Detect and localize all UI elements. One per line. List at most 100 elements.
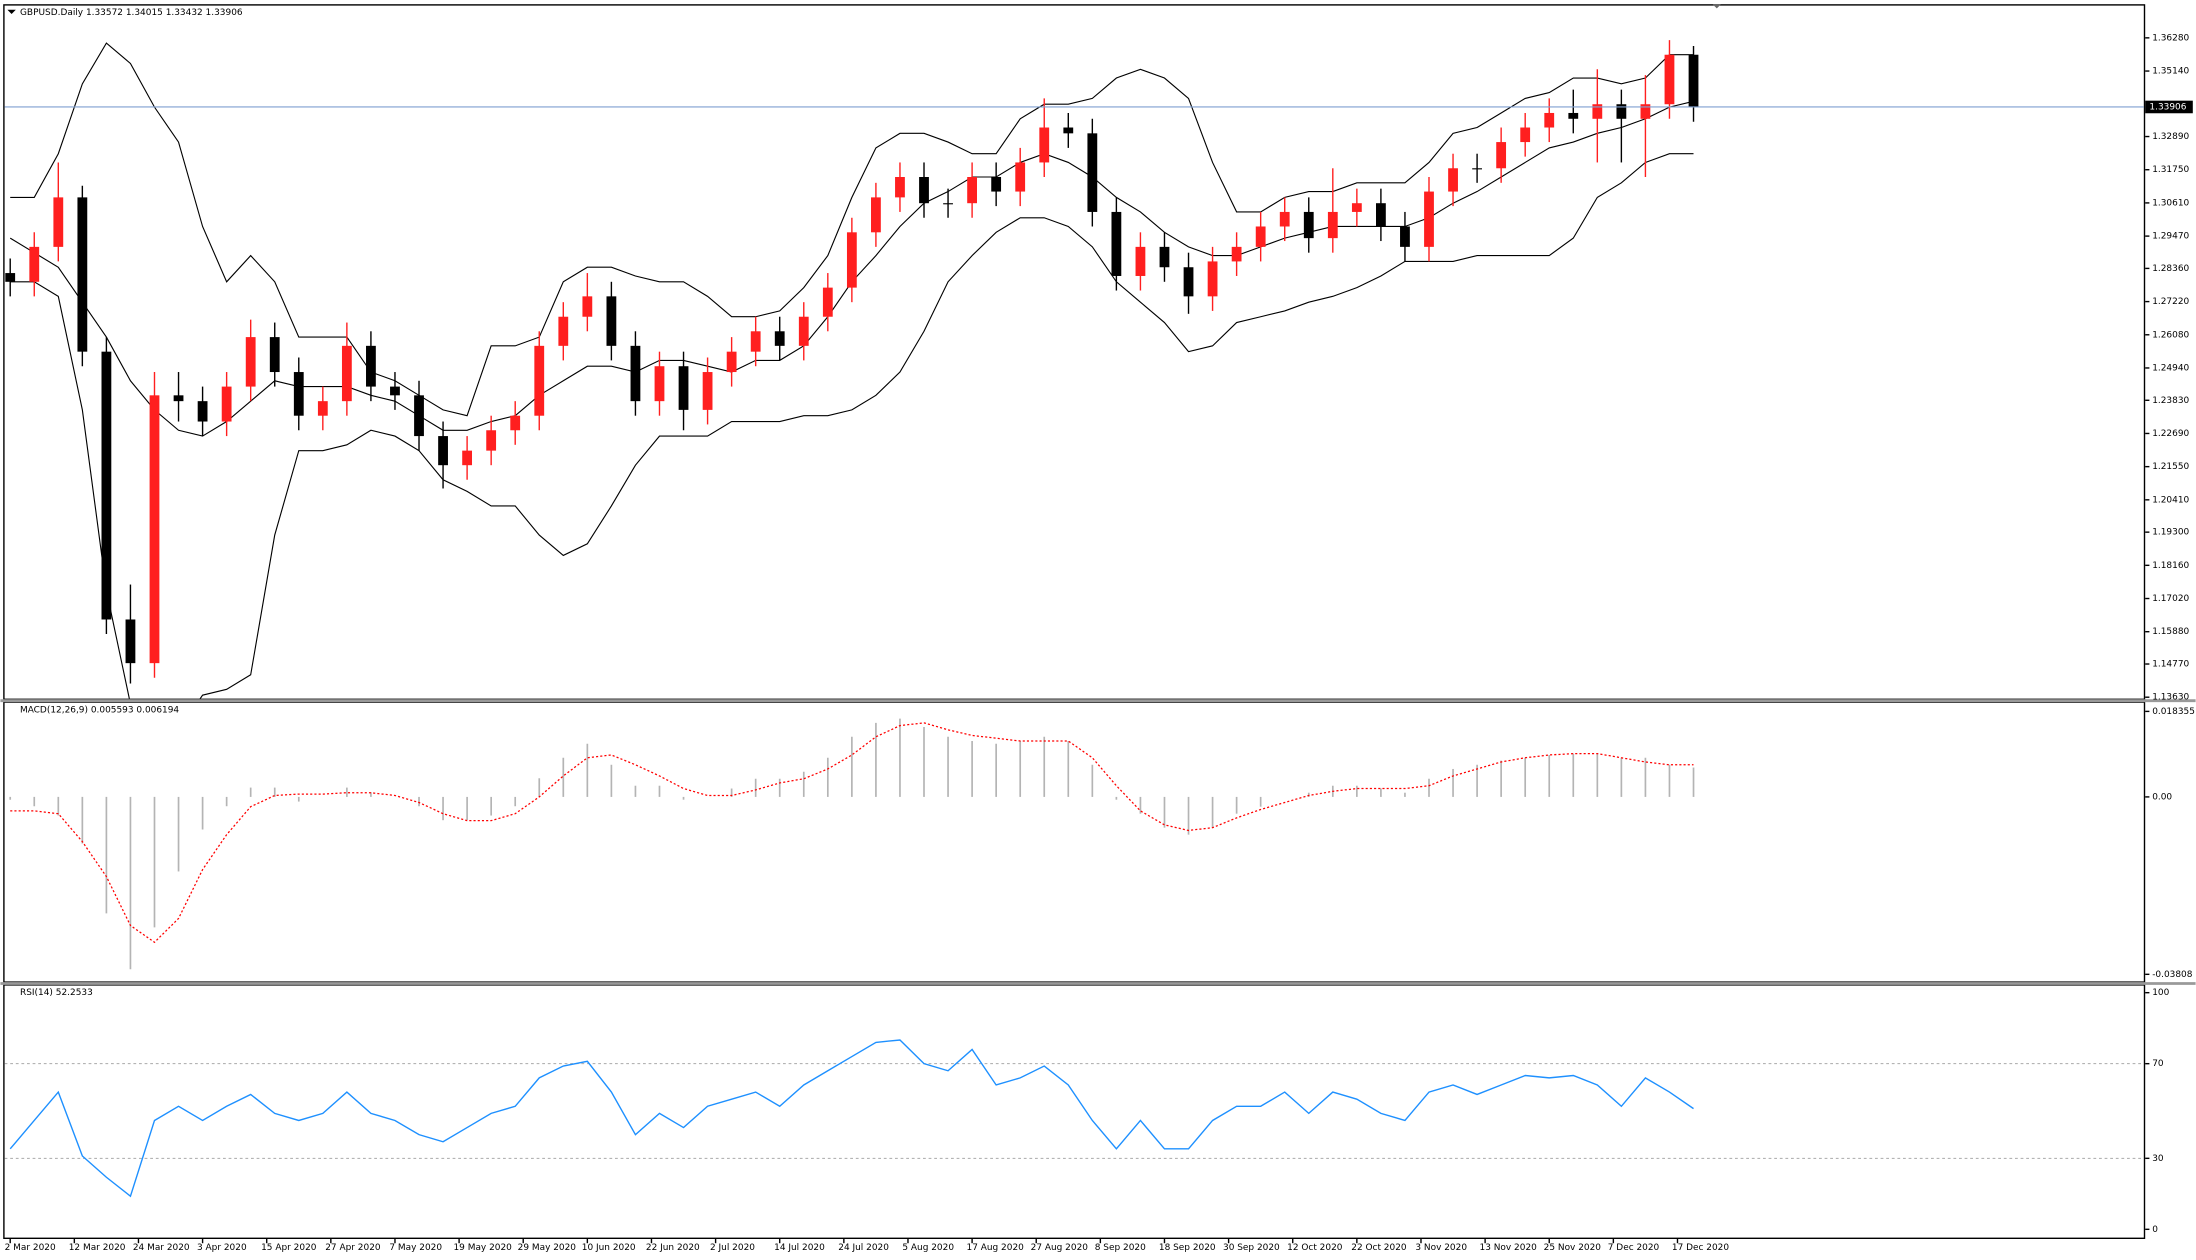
candle-body bbox=[1303, 211, 1314, 239]
y-tick-label: 1.29470 bbox=[2152, 232, 2189, 242]
y-tick-label: 1.19300 bbox=[2152, 528, 2189, 538]
candle-body bbox=[822, 287, 833, 317]
menu-triangle[interactable] bbox=[7, 9, 16, 14]
candle-body bbox=[582, 296, 593, 317]
candle-body bbox=[1351, 203, 1362, 212]
y-tick-label: -0.03808 bbox=[2152, 970, 2193, 980]
candle-body bbox=[390, 386, 400, 396]
macd-signal bbox=[10, 722, 1694, 944]
y-tick-label: 1.23830 bbox=[2152, 396, 2189, 406]
y-tick-label: 0 bbox=[2152, 1225, 2158, 1235]
plot-area bbox=[9, 718, 1695, 970]
y-tick-label: 1.27220 bbox=[2152, 297, 2189, 307]
candle-body bbox=[1039, 127, 1050, 163]
candle-body bbox=[317, 401, 328, 416]
bollinger-upper bbox=[10, 42, 1694, 417]
y-tick-label: 1.22690 bbox=[2152, 429, 2189, 439]
y-tick-label: 1.32890 bbox=[2152, 132, 2189, 142]
y-tick-label: 1.17020 bbox=[2152, 594, 2189, 604]
candle-body bbox=[1568, 112, 1579, 119]
panel-title: RSI(14) 52.2533 bbox=[20, 988, 93, 998]
plot-area bbox=[5, 40, 1699, 699]
candle-body bbox=[750, 331, 761, 352]
x-tick-label: 2 Mar 2020 bbox=[5, 1243, 56, 1253]
x-tick-label: 7 May 2020 bbox=[389, 1243, 442, 1253]
price-label-box bbox=[2145, 100, 2193, 114]
y-tick-label: 1.31750 bbox=[2152, 165, 2189, 175]
candle-body bbox=[991, 177, 1002, 192]
candle-body bbox=[1063, 127, 1074, 134]
candle-body bbox=[919, 177, 929, 204]
candle-body bbox=[1664, 54, 1675, 105]
x-tick-label: 29 May 2020 bbox=[518, 1243, 577, 1253]
candle-body bbox=[414, 395, 424, 437]
candle-body bbox=[197, 401, 208, 422]
y-tick-label: 0.00 bbox=[2152, 792, 2172, 802]
y-tick-label: 1.18160 bbox=[2152, 561, 2189, 571]
candle-body bbox=[726, 351, 737, 373]
candle-body bbox=[1592, 104, 1603, 119]
x-tick-label: 14 Jul 2020 bbox=[774, 1243, 825, 1253]
candle-body bbox=[1255, 226, 1266, 247]
candle-body bbox=[1520, 127, 1531, 143]
candle-body bbox=[1015, 162, 1026, 192]
shift-marker bbox=[1712, 4, 1721, 9]
candle-body bbox=[1327, 211, 1338, 239]
candle-body bbox=[1207, 261, 1218, 297]
candle-body bbox=[53, 197, 64, 247]
x-tick-label: 3 Nov 2020 bbox=[1415, 1243, 1467, 1253]
x-tick-label: 2 Jul 2020 bbox=[710, 1243, 755, 1253]
y-tick-label: 70 bbox=[2152, 1059, 2164, 1069]
x-tick-label: 18 Sep 2020 bbox=[1159, 1243, 1216, 1253]
x-tick-label: 15 Apr 2020 bbox=[261, 1243, 317, 1253]
x-tick-label: 22 Oct 2020 bbox=[1351, 1243, 1407, 1253]
candle-body bbox=[1640, 104, 1651, 119]
candle-body bbox=[1159, 246, 1170, 268]
x-tick-label: 12 Mar 2020 bbox=[69, 1243, 126, 1253]
y-tick-label: 1.36280 bbox=[2152, 33, 2189, 43]
y-tick-label: 1.15880 bbox=[2152, 627, 2189, 637]
candle-body bbox=[678, 366, 689, 410]
rsi-line bbox=[9, 1039, 1694, 1198]
y-tick-label: 1.28360 bbox=[2152, 264, 2189, 274]
candle-body bbox=[774, 331, 785, 346]
candle-body bbox=[1183, 267, 1194, 297]
x-tick-label: 5 Aug 2020 bbox=[902, 1243, 954, 1253]
x-tick-label: 7 Dec 2020 bbox=[1608, 1243, 1660, 1253]
candle-body bbox=[967, 177, 978, 204]
candle-body bbox=[798, 316, 809, 346]
candle-body bbox=[293, 372, 304, 416]
candle-body bbox=[366, 345, 376, 387]
x-tick-label: 22 Jun 2020 bbox=[646, 1243, 700, 1253]
candle-body bbox=[486, 430, 497, 451]
x-tick-label: 24 Mar 2020 bbox=[133, 1243, 190, 1253]
x-tick-label: 13 Nov 2020 bbox=[1480, 1243, 1538, 1253]
candle-body bbox=[1688, 54, 1699, 108]
candle-body bbox=[1279, 211, 1290, 227]
panel-title: GBPUSD.Daily 1.33572 1.34015 1.33432 1.3… bbox=[20, 8, 243, 18]
candle-body bbox=[221, 386, 232, 422]
candle-body bbox=[341, 345, 352, 402]
candle-body bbox=[1400, 226, 1410, 247]
candle-body bbox=[534, 345, 545, 416]
candle-body bbox=[846, 232, 857, 288]
candle-body bbox=[5, 273, 16, 282]
candle-body bbox=[149, 395, 160, 664]
x-tick-label: 17 Dec 2020 bbox=[1672, 1243, 1729, 1253]
candle-body bbox=[245, 337, 256, 387]
candle-body bbox=[1135, 246, 1146, 276]
candle-body bbox=[510, 415, 521, 431]
y-tick-label: 1.13630 bbox=[2152, 693, 2189, 703]
panel-title: MACD(12,26,9) 0.005593 0.006194 bbox=[20, 705, 179, 715]
x-tick-label: 3 Apr 2020 bbox=[197, 1243, 247, 1253]
candle-body bbox=[29, 246, 40, 282]
y-tick-label: 1.20410 bbox=[2152, 495, 2189, 505]
candle-body bbox=[1472, 168, 1482, 170]
candle-body bbox=[654, 366, 665, 402]
candle-body bbox=[1616, 104, 1627, 119]
candle-body bbox=[438, 436, 448, 466]
candle-body bbox=[125, 619, 136, 664]
y-tick-label: 1.30610 bbox=[2152, 198, 2189, 208]
